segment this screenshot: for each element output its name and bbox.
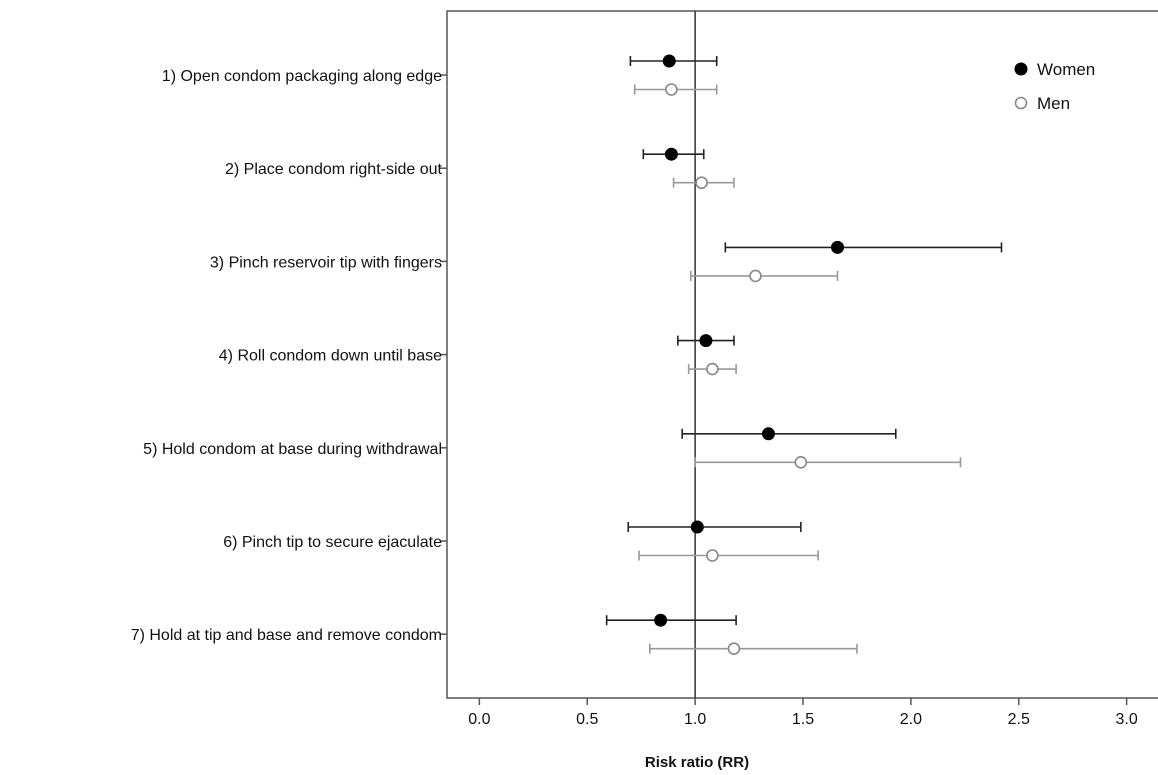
point-estimate (695, 176, 708, 189)
point-estimate (654, 613, 668, 627)
legend-marker-men (1014, 96, 1028, 110)
ci-men-row-2 (672, 176, 735, 189)
legend-label-women: Women (1037, 60, 1095, 79)
x-tick-label: 2.0 (900, 711, 922, 728)
x-tick-label: 0.5 (576, 711, 598, 728)
point-estimate (699, 334, 713, 348)
ci-men-row-3 (690, 269, 839, 283)
ci-women-row-5 (681, 427, 897, 441)
category-label: 3) Pinch reservoir tip with fingers (210, 254, 442, 271)
category-label: 6) Pinch tip to secure ejaculate (223, 534, 442, 551)
category-label: 5) Hold condom at base during withdrawal (143, 441, 442, 458)
point-estimate (727, 642, 741, 656)
point-estimate (665, 83, 678, 96)
ci-women-row-1 (629, 54, 718, 68)
ci-women-row-2 (642, 147, 705, 161)
x-tick-label: 1.0 (684, 711, 706, 728)
ci-men-row-5 (694, 455, 962, 469)
ci-women-row-6 (627, 520, 802, 534)
category-label: 2) Place condom right-side out (225, 161, 443, 178)
x-tick-label: 1.5 (792, 711, 814, 728)
ci-women-row-3 (724, 240, 1003, 254)
point-estimate (706, 362, 719, 376)
ci-men-row-7 (649, 642, 858, 656)
x-tick-label: 3.0 (1116, 711, 1138, 728)
x-axis-title: Risk ratio (RR) (645, 754, 749, 771)
ci-men-row-6 (638, 549, 819, 562)
point-estimate (664, 147, 678, 161)
point-estimate (761, 427, 775, 441)
point-estimate (794, 455, 808, 469)
ci-women-row-7 (605, 613, 737, 627)
point-estimate (662, 54, 676, 68)
plot-frame (446, 10, 1158, 699)
ci-men-row-1 (633, 83, 718, 96)
category-label: 7) Hold at tip and base and remove condo… (131, 627, 442, 644)
x-axis-ticks: 0.0 0.5 1.0 1.5 2.0 2.5 3.0 (468, 698, 1138, 728)
ci-women-row-4 (677, 334, 735, 348)
ci-men-row-4 (687, 362, 737, 376)
point-estimate (690, 520, 704, 534)
point-estimate (831, 240, 845, 254)
legend: Women Men (1014, 60, 1095, 113)
point-estimate (706, 549, 719, 562)
legend-marker-women (1014, 62, 1028, 76)
category-labels: 1) Open condom packaging along edge 2) Pl… (131, 68, 447, 644)
x-tick-label: 2.5 (1008, 711, 1030, 728)
data-marks (605, 54, 1003, 656)
x-tick-label: 0.0 (468, 711, 490, 728)
point-estimate (749, 269, 762, 283)
legend-label-men: Men (1037, 94, 1070, 113)
category-label: 1) Open condom packaging along edge (162, 68, 442, 85)
category-label: 4) Roll condom down until base (219, 348, 442, 365)
